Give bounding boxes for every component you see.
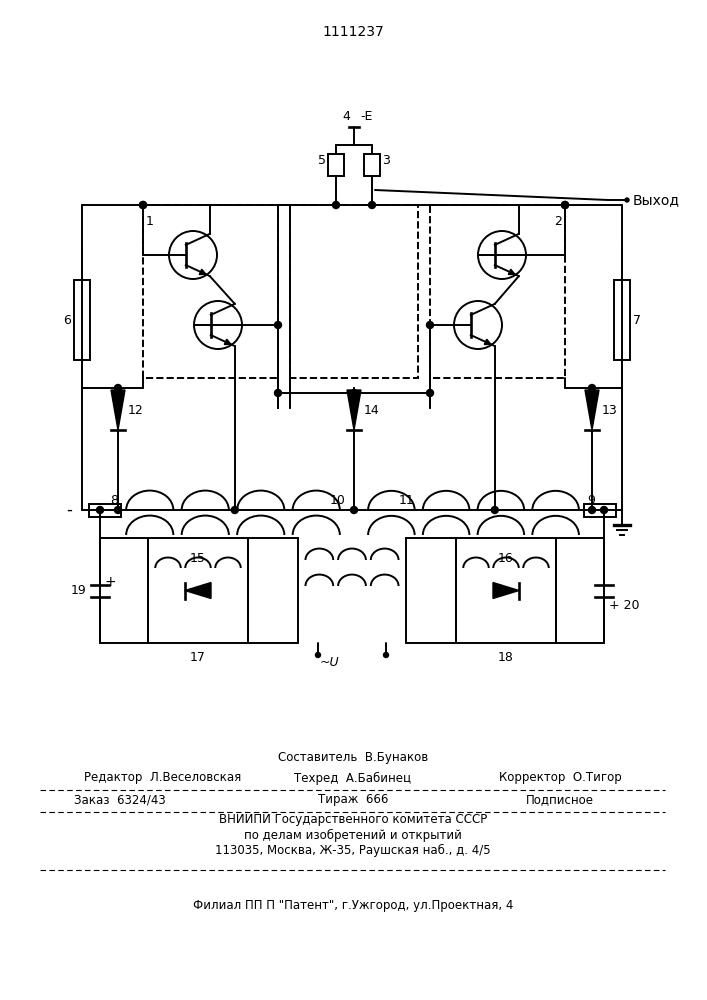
Polygon shape (111, 390, 125, 430)
Text: 113035, Москва, Ж-35, Раушская наб., д. 4/5: 113035, Москва, Ж-35, Раушская наб., д. … (215, 843, 491, 857)
Text: Техред  А.Бабинец: Техред А.Бабинец (295, 771, 411, 785)
Text: 15: 15 (190, 552, 206, 564)
Circle shape (139, 202, 146, 209)
Circle shape (315, 652, 320, 658)
Bar (74, 280, 90, 360)
Circle shape (491, 506, 498, 514)
Circle shape (332, 202, 339, 209)
Text: 8: 8 (110, 493, 118, 506)
Bar (364, 154, 380, 176)
Text: + 20: + 20 (609, 599, 640, 612)
Text: -: - (66, 501, 72, 519)
Text: Филиал ПП П "Патент", г.Ужгород, ул.Проектная, 4: Филиал ПП П "Патент", г.Ужгород, ул.Прое… (193, 898, 513, 912)
Text: Корректор  О.Тигор: Корректор О.Тигор (498, 772, 621, 784)
Text: 9: 9 (587, 493, 595, 506)
Polygon shape (185, 582, 211, 598)
Circle shape (426, 389, 433, 396)
Text: 7: 7 (633, 314, 641, 326)
Circle shape (625, 198, 629, 202)
Text: 4: 4 (342, 110, 350, 123)
Text: 1: 1 (146, 215, 154, 228)
Circle shape (588, 384, 595, 391)
Text: +: + (105, 576, 117, 589)
Polygon shape (493, 582, 519, 598)
Text: -E: -E (360, 110, 373, 123)
Text: 17: 17 (190, 651, 206, 664)
Circle shape (561, 202, 568, 209)
Bar (584, 504, 616, 516)
Text: Редактор  Л.Веселовская: Редактор Л.Веселовская (84, 772, 242, 784)
Bar (143, 205, 278, 378)
Bar (456, 538, 556, 643)
Circle shape (368, 202, 375, 209)
Text: 18: 18 (498, 651, 514, 664)
Text: 2: 2 (554, 215, 562, 228)
Text: Составитель  В.Бунаков: Составитель В.Бунаков (278, 752, 428, 764)
Circle shape (139, 202, 146, 209)
Text: Выход: Выход (633, 193, 680, 207)
Circle shape (383, 652, 389, 658)
Circle shape (351, 389, 358, 396)
Bar (89, 504, 121, 516)
Circle shape (115, 384, 122, 391)
Circle shape (115, 506, 122, 514)
Text: 10: 10 (330, 493, 346, 506)
Text: 16: 16 (498, 552, 514, 564)
Circle shape (351, 506, 358, 514)
Text: 5: 5 (318, 153, 326, 166)
Text: ~U: ~U (320, 656, 339, 670)
Circle shape (274, 389, 281, 396)
Text: 19: 19 (70, 584, 86, 597)
Text: Тираж  666: Тираж 666 (318, 794, 388, 806)
Bar (328, 154, 344, 176)
Text: Заказ  6324/43: Заказ 6324/43 (74, 794, 166, 806)
Bar (614, 280, 630, 360)
Circle shape (561, 202, 568, 209)
Polygon shape (347, 390, 361, 430)
Circle shape (588, 506, 595, 514)
Circle shape (426, 322, 433, 328)
Text: Подписное: Подписное (526, 794, 594, 806)
Bar (290, 205, 418, 378)
Text: 14: 14 (364, 403, 380, 416)
Text: 6: 6 (63, 314, 71, 326)
Text: 11: 11 (399, 493, 415, 506)
Text: 3: 3 (382, 153, 390, 166)
Circle shape (231, 506, 238, 514)
Circle shape (274, 322, 281, 328)
Text: 13: 13 (602, 403, 618, 416)
Circle shape (96, 506, 103, 514)
Polygon shape (585, 390, 599, 430)
Text: ВНИИПИ Государственного комитета СССР: ВНИИПИ Государственного комитета СССР (219, 814, 487, 826)
Text: по делам изобретений и открытий: по делам изобретений и открытий (244, 828, 462, 842)
Text: 1111237: 1111237 (322, 25, 384, 39)
Circle shape (600, 506, 607, 514)
Bar (148, 538, 248, 643)
Bar (430, 205, 565, 378)
Text: 12: 12 (128, 403, 144, 416)
